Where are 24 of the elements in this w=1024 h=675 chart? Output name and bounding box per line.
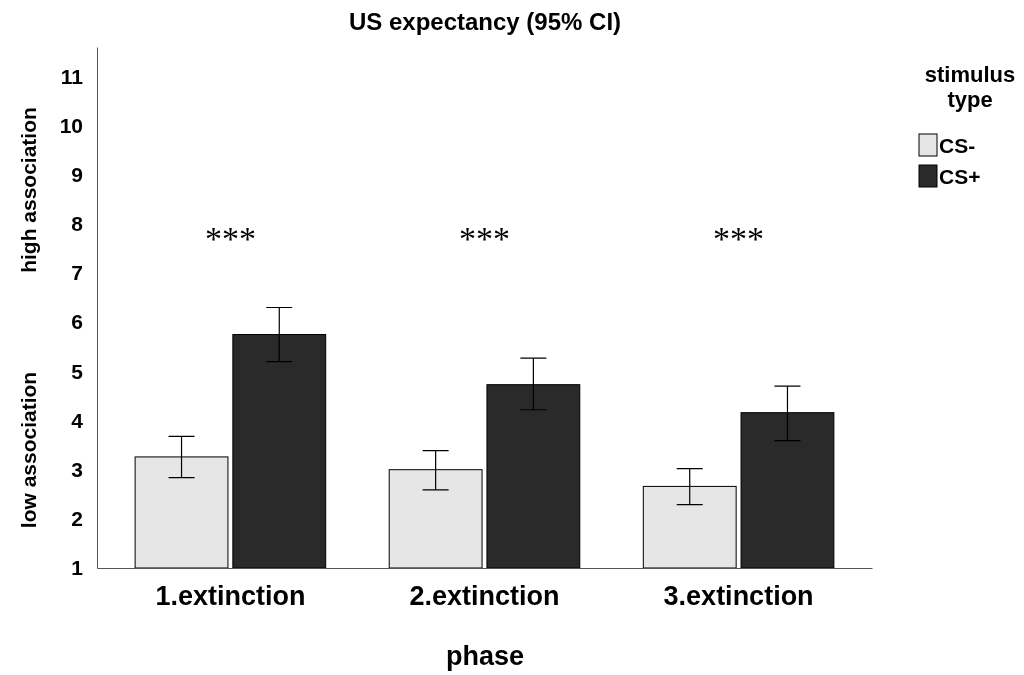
- y-tick-label: 5: [71, 359, 84, 383]
- y-tick-label: 1: [71, 556, 84, 580]
- legend-label: CS+: [939, 165, 981, 188]
- x-axis-title: phase: [445, 641, 525, 671]
- annotation: ***: [713, 220, 765, 257]
- annotation: ***: [204, 220, 256, 257]
- y-tick-label: 2: [71, 507, 83, 531]
- x-tick-label: 1.extinction: [155, 581, 306, 612]
- y-tick-label: 8: [71, 212, 84, 236]
- legend-title: stimulus type: [924, 62, 1016, 112]
- y-axis-title: low association: [17, 371, 40, 529]
- y-tick-label: 10: [59, 113, 83, 137]
- y-tick-label: 3: [71, 457, 83, 481]
- y-tick-label: 9: [71, 163, 83, 187]
- x-tick-label: 3.extinction: [663, 581, 814, 612]
- chart-title: US expectancy (95% CI): [348, 8, 622, 35]
- y-tick-label: 6: [71, 310, 83, 334]
- text: high association: [17, 107, 40, 273]
- x-tick-label: 2.extinction: [409, 581, 560, 612]
- y-tick-label: 4: [71, 408, 84, 432]
- y-tick-label: 11: [60, 64, 84, 88]
- legend-label: CS-: [939, 134, 976, 157]
- annotation: ***: [459, 220, 510, 257]
- y-tick-label: 7: [71, 261, 83, 285]
